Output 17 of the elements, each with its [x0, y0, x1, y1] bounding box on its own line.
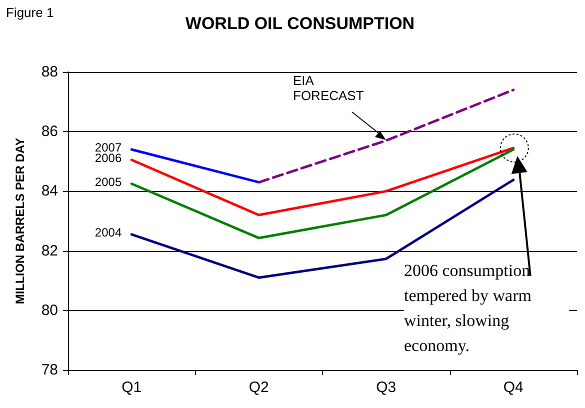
series-label: 2004: [94, 225, 122, 240]
x-tick-label: Q4: [503, 379, 524, 396]
y-tick-label: 88: [41, 64, 58, 80]
annotation: 2006 consumption tempered by warm winter, slowing economy.: [404, 261, 536, 355]
caption: Figure 1: [6, 5, 54, 20]
series-label: 2005: [94, 174, 122, 189]
x-tick-label: Q1: [122, 379, 142, 396]
chart-title: WORLD OIL CONSUMPTION: [185, 14, 415, 33]
y-tick-label: 86: [41, 123, 58, 140]
y-axis-title: MILLION BARRELS PER DAY: [13, 138, 27, 304]
x-tick-label: Q2: [248, 379, 269, 396]
x-tick-label: Q3: [376, 379, 396, 396]
y-tick-label: 78: [41, 362, 58, 378]
annotation: EIA FORECAST: [293, 73, 364, 103]
y-tick-label: 82: [41, 242, 58, 260]
y-tick-label: 84: [41, 182, 58, 200]
y-tick-label: 80: [41, 302, 58, 319]
